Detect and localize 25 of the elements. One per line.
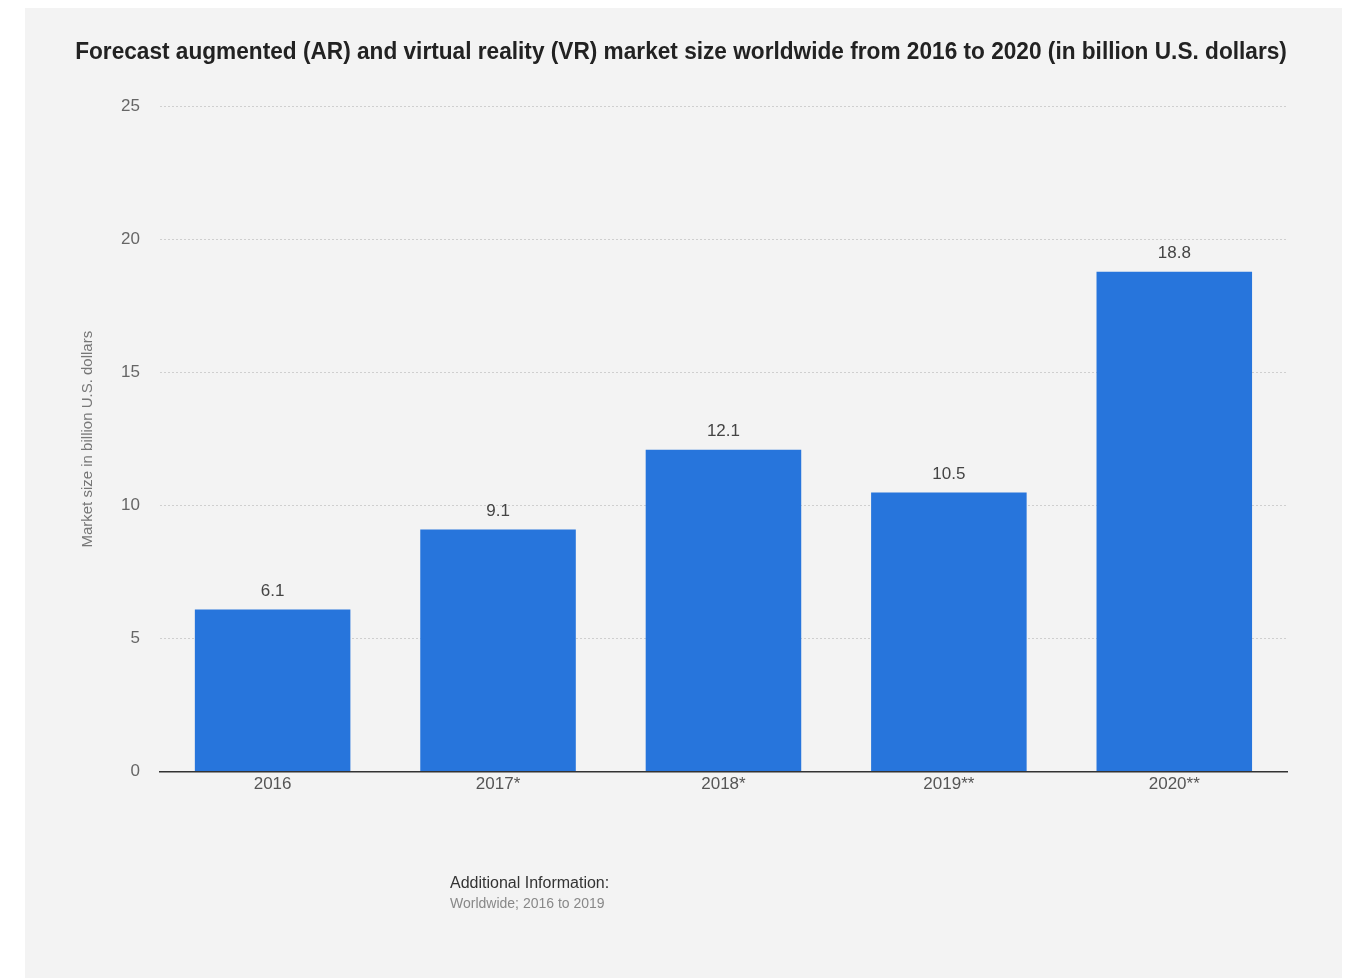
x-tick-label: 2016 (253, 774, 292, 794)
x-tick-label: 2019** (923, 774, 975, 794)
x-tick-label: 2018* (701, 774, 747, 794)
bar (420, 529, 576, 772)
bar (1096, 271, 1253, 772)
bar (645, 449, 802, 772)
data-label: 9.1 (486, 500, 510, 520)
y-tick-label: 5 (130, 628, 140, 648)
data-label: 18.8 (1157, 242, 1191, 262)
bar (194, 609, 351, 772)
y-tick-label: 10 (120, 495, 140, 515)
y-tick-label: 15 (120, 362, 140, 382)
data-label: 6.1 (260, 580, 285, 600)
y-tick-label: 25 (120, 96, 140, 116)
x-tick-label: 2017* (475, 774, 521, 794)
bar (871, 492, 1027, 772)
chart-title: Forecast augmented (AR) and virtual reality (VR) market size worldwide from 2016 to 2020 (in billion U.S. dollars) (75, 37, 1287, 65)
y-tick-label: 0 (130, 761, 140, 781)
data-label: 10.5 (932, 463, 966, 483)
x-tick-label: 2020** (1148, 774, 1201, 794)
y-tick-label: 20 (120, 229, 140, 249)
data-label: 12.1 (706, 421, 740, 441)
text: Additional Information: (450, 874, 610, 892)
text: Worldwide; 2016 to 2019 (450, 895, 606, 911)
y-axis-title: Market size in billion U.S. dollars (78, 330, 96, 548)
